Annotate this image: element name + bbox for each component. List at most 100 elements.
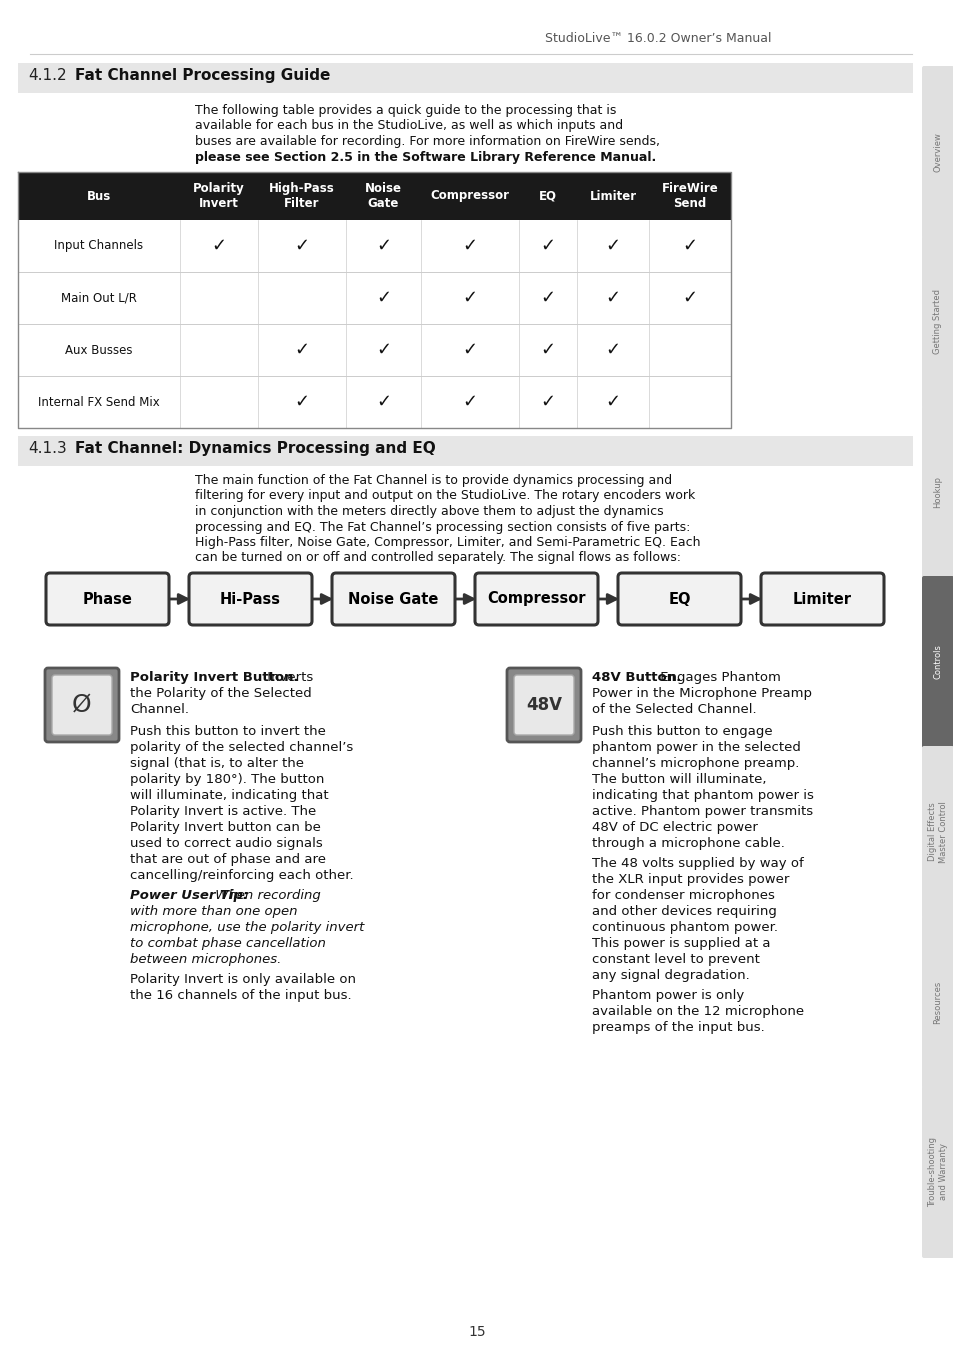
Text: Compressor: Compressor bbox=[487, 591, 585, 606]
Text: The button will illuminate,: The button will illuminate, bbox=[592, 774, 765, 786]
Text: channel’s microphone preamp.: channel’s microphone preamp. bbox=[592, 757, 799, 769]
Text: Power User Tip:: Power User Tip: bbox=[130, 890, 248, 902]
Text: ✓: ✓ bbox=[294, 342, 309, 359]
Text: High-Pass filter, Noise Gate, Compressor, Limiter, and Semi-Parametric EQ. Each: High-Pass filter, Noise Gate, Compressor… bbox=[194, 536, 700, 549]
Text: ✓: ✓ bbox=[539, 393, 555, 410]
Text: Noise Gate: Noise Gate bbox=[348, 591, 438, 606]
Text: ✓: ✓ bbox=[375, 238, 391, 255]
Text: signal (that is, to alter the: signal (that is, to alter the bbox=[130, 757, 304, 769]
FancyBboxPatch shape bbox=[514, 675, 574, 734]
Text: the Polarity of the Selected: the Polarity of the Selected bbox=[130, 687, 312, 701]
Text: ✓: ✓ bbox=[539, 289, 555, 306]
Text: High-Pass
Filter: High-Pass Filter bbox=[269, 182, 335, 211]
Text: will illuminate, indicating that: will illuminate, indicating that bbox=[130, 788, 328, 802]
Text: active. Phantom power transmits: active. Phantom power transmits bbox=[592, 805, 812, 818]
Text: 15: 15 bbox=[468, 1324, 485, 1339]
Text: polarity by 180°). The button: polarity by 180°). The button bbox=[130, 774, 324, 786]
Text: ✓: ✓ bbox=[462, 393, 477, 410]
Text: 4.1.3: 4.1.3 bbox=[28, 441, 67, 456]
Text: Bus: Bus bbox=[87, 189, 111, 202]
Text: Controls: Controls bbox=[933, 644, 942, 679]
Text: with more than one open: with more than one open bbox=[130, 904, 297, 918]
Text: the 16 channels of the input bus.: the 16 channels of the input bus. bbox=[130, 990, 352, 1002]
Text: StudioLive™ 16.0.2 Owner’s Manual: StudioLive™ 16.0.2 Owner’s Manual bbox=[544, 32, 771, 45]
Text: for condenser microphones: for condenser microphones bbox=[592, 890, 774, 902]
Text: ✓: ✓ bbox=[539, 238, 555, 255]
FancyBboxPatch shape bbox=[18, 220, 730, 271]
Text: Polarity Invert is only available on: Polarity Invert is only available on bbox=[130, 973, 355, 985]
Text: Compressor: Compressor bbox=[430, 189, 509, 202]
FancyBboxPatch shape bbox=[18, 171, 730, 220]
FancyBboxPatch shape bbox=[506, 668, 580, 743]
Text: Ø: Ø bbox=[72, 693, 91, 717]
Text: Noise
Gate: Noise Gate bbox=[365, 182, 401, 211]
Text: ✓: ✓ bbox=[375, 393, 391, 410]
Text: Power in the Microphone Preamp: Power in the Microphone Preamp bbox=[592, 687, 811, 701]
Text: Polarity Invert Button.: Polarity Invert Button. bbox=[130, 671, 298, 684]
FancyBboxPatch shape bbox=[921, 236, 953, 408]
Text: Resources: Resources bbox=[933, 980, 942, 1023]
FancyBboxPatch shape bbox=[46, 572, 169, 625]
Text: ✓: ✓ bbox=[605, 289, 619, 306]
Text: Trouble-shooting
and Warranty: Trouble-shooting and Warranty bbox=[927, 1137, 946, 1207]
Text: Overview: Overview bbox=[933, 132, 942, 171]
Text: Polarity Invert button can be: Polarity Invert button can be bbox=[130, 821, 320, 834]
Text: available for each bus in the StudioLive, as well as which inputs and: available for each bus in the StudioLive… bbox=[194, 120, 622, 132]
Text: Main Out L/R: Main Out L/R bbox=[61, 292, 137, 305]
Text: indicating that phantom power is: indicating that phantom power is bbox=[592, 788, 813, 802]
Text: Aux Busses: Aux Busses bbox=[65, 343, 132, 356]
Text: Engages Phantom: Engages Phantom bbox=[655, 671, 780, 684]
Text: Digital Effects
Master Control: Digital Effects Master Control bbox=[927, 801, 946, 863]
Text: Limiter: Limiter bbox=[792, 591, 851, 606]
Text: Hookup: Hookup bbox=[933, 477, 942, 508]
Text: Fat Channel: Dynamics Processing and EQ: Fat Channel: Dynamics Processing and EQ bbox=[75, 441, 436, 456]
Text: ✓: ✓ bbox=[681, 238, 697, 255]
FancyBboxPatch shape bbox=[189, 572, 312, 625]
FancyBboxPatch shape bbox=[52, 675, 112, 734]
Text: ✓: ✓ bbox=[681, 289, 697, 306]
Text: between microphones.: between microphones. bbox=[130, 953, 281, 967]
FancyBboxPatch shape bbox=[18, 271, 730, 324]
Text: This power is supplied at a: This power is supplied at a bbox=[592, 937, 770, 950]
Text: ✓: ✓ bbox=[375, 342, 391, 359]
Text: to combat phase cancellation: to combat phase cancellation bbox=[130, 937, 326, 950]
Text: EQ: EQ bbox=[667, 591, 690, 606]
Text: ✓: ✓ bbox=[294, 393, 309, 410]
Text: When recording: When recording bbox=[211, 890, 320, 902]
Text: Hi-Pass: Hi-Pass bbox=[220, 591, 281, 606]
Text: polarity of the selected channel’s: polarity of the selected channel’s bbox=[130, 741, 353, 755]
Text: preamps of the input bus.: preamps of the input bus. bbox=[592, 1021, 764, 1034]
Text: microphone, use the polarity invert: microphone, use the polarity invert bbox=[130, 921, 364, 934]
Text: Polarity Invert is active. The: Polarity Invert is active. The bbox=[130, 805, 315, 818]
Text: processing and EQ. The Fat Channel’s processing section consists of five parts:: processing and EQ. The Fat Channel’s pro… bbox=[194, 521, 690, 533]
FancyBboxPatch shape bbox=[475, 572, 598, 625]
Text: Polarity
Invert: Polarity Invert bbox=[193, 182, 245, 211]
Text: used to correct audio signals: used to correct audio signals bbox=[130, 837, 322, 850]
Text: Getting Started: Getting Started bbox=[933, 289, 942, 355]
Text: constant level to prevent: constant level to prevent bbox=[592, 953, 760, 967]
FancyBboxPatch shape bbox=[618, 572, 740, 625]
Text: in conjunction with the meters directly above them to adjust the dynamics: in conjunction with the meters directly … bbox=[194, 505, 663, 518]
Text: 48V: 48V bbox=[525, 697, 561, 714]
Text: EQ: EQ bbox=[538, 189, 557, 202]
FancyBboxPatch shape bbox=[18, 63, 912, 93]
Text: Phantom power is only: Phantom power is only bbox=[592, 990, 743, 1002]
FancyBboxPatch shape bbox=[18, 324, 730, 377]
Text: continuous phantom power.: continuous phantom power. bbox=[592, 921, 778, 934]
Text: please see Section 2.5 in the Software Library Reference Manual.: please see Section 2.5 in the Software L… bbox=[194, 150, 656, 163]
Text: filtering for every input and output on the StudioLive. The rotary encoders work: filtering for every input and output on … bbox=[194, 490, 695, 502]
Text: ✓: ✓ bbox=[212, 238, 226, 255]
Text: that are out of phase and are: that are out of phase and are bbox=[130, 853, 326, 865]
FancyBboxPatch shape bbox=[45, 668, 119, 743]
Text: and other devices requiring: and other devices requiring bbox=[592, 904, 776, 918]
Text: the XLR input provides power: the XLR input provides power bbox=[592, 873, 788, 886]
Text: Inverts: Inverts bbox=[263, 671, 314, 684]
Text: 48V of DC electric power: 48V of DC electric power bbox=[592, 821, 757, 834]
Text: Push this button to invert the: Push this button to invert the bbox=[130, 725, 326, 738]
Text: ✓: ✓ bbox=[605, 238, 619, 255]
Text: ✓: ✓ bbox=[539, 342, 555, 359]
FancyBboxPatch shape bbox=[18, 436, 912, 466]
FancyBboxPatch shape bbox=[921, 917, 953, 1088]
Text: cancelling/reinforcing each other.: cancelling/reinforcing each other. bbox=[130, 869, 354, 882]
FancyBboxPatch shape bbox=[921, 1085, 953, 1258]
